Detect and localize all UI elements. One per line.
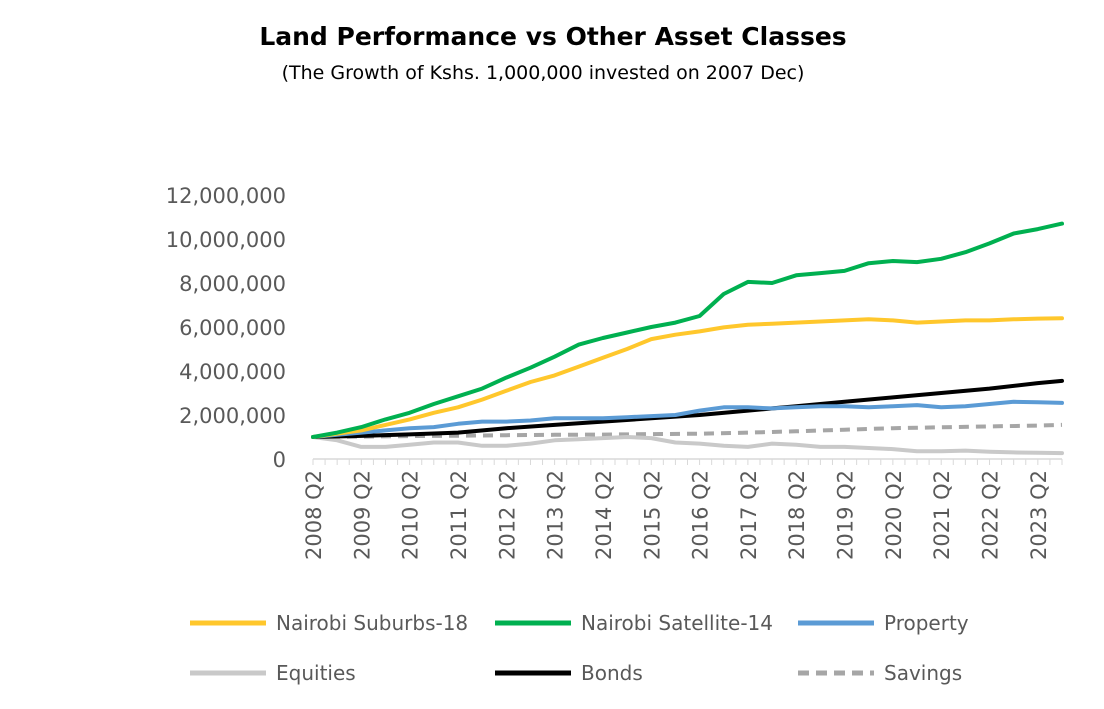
x-tick-label: 2023 Q2 bbox=[1027, 470, 1051, 560]
y-tick-label: 6,000,000 bbox=[179, 316, 286, 340]
y-tick-label: 4,000,000 bbox=[179, 360, 286, 384]
y-axis-ticks: 0 2,000,000 4,000,000 6,000,000 8,000,000 10,… bbox=[166, 184, 286, 472]
y-tick-label: 8,000,000 bbox=[179, 272, 286, 296]
legend-label-nairobi-satellite-14: Nairobi Satellite-14 bbox=[581, 611, 773, 635]
x-tick-label: 2013 Q2 bbox=[544, 470, 568, 560]
x-tick-label: 2017 Q2 bbox=[737, 470, 761, 560]
series-line-nairobi-suburbs-18 bbox=[311, 316, 1064, 439]
x-axis-tick-labels: 2008 Q2 2009 Q2 2010 Q2 2011 Q2 2012 Q2 2013 … bbox=[302, 470, 1051, 560]
series-line-nairobi-satellite-14 bbox=[311, 221, 1064, 439]
y-tick-label: 2,000,000 bbox=[179, 404, 286, 428]
x-tick-label: 2019 Q2 bbox=[834, 470, 858, 560]
x-tick-label: 2011 Q2 bbox=[447, 470, 471, 560]
series-line-bonds bbox=[311, 378, 1064, 439]
x-tick-label: 2016 Q2 bbox=[689, 470, 713, 560]
legend-label-savings: Savings bbox=[884, 661, 962, 685]
y-tick-label: 0 bbox=[273, 448, 286, 472]
series-line-property bbox=[311, 399, 1064, 439]
x-tick-label: 2009 Q2 bbox=[350, 470, 374, 560]
legend-label-property: Property bbox=[884, 611, 969, 635]
x-tick-label: 2021 Q2 bbox=[930, 470, 954, 560]
series-line-equities bbox=[311, 435, 1064, 456]
x-tick-label: 2008 Q2 bbox=[302, 470, 326, 560]
legend: Nairobi Suburbs-18 Nairobi Satellite-14 Pr… bbox=[190, 611, 969, 685]
x-tick-label: 2018 Q2 bbox=[785, 470, 809, 560]
y-tick-label: 10,000,000 bbox=[166, 228, 286, 252]
legend-label-nairobi-suburbs-18: Nairobi Suburbs-18 bbox=[276, 611, 468, 635]
series-line-savings bbox=[312, 422, 1063, 439]
legend-label-equities: Equities bbox=[276, 661, 356, 685]
x-tick-label: 2010 Q2 bbox=[399, 470, 423, 560]
x-tick-label: 2022 Q2 bbox=[979, 470, 1003, 560]
x-tick-label: 2020 Q2 bbox=[882, 470, 906, 560]
x-tick-label: 2012 Q2 bbox=[495, 470, 519, 560]
legend-label-bonds: Bonds bbox=[581, 661, 643, 685]
x-tick-label: 2014 Q2 bbox=[592, 470, 616, 560]
chart-title: Land Performance vs Other Asset Classes bbox=[259, 22, 846, 51]
y-tick-label: 12,000,000 bbox=[166, 184, 286, 208]
series-lines bbox=[311, 221, 1064, 456]
chart-subtitle: (The Growth of Kshs. 1,000,000 invested … bbox=[282, 62, 805, 84]
x-axis-minor-ticks bbox=[312, 459, 1063, 465]
x-tick-label: 2015 Q2 bbox=[640, 470, 664, 560]
